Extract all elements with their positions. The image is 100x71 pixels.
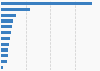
Bar (1, 37, 10, 40)
Bar (1, 14, 16, 17)
Bar (1, 43, 9, 46)
Bar (1, 54, 8, 57)
Bar (1, 25, 12, 28)
Bar (1, 19, 13, 23)
Bar (1, 2, 92, 5)
Bar (1, 60, 7, 63)
Bar (1, 48, 8, 52)
Bar (1, 8, 30, 11)
Bar (1, 31, 11, 34)
Bar (1, 66, 3, 69)
